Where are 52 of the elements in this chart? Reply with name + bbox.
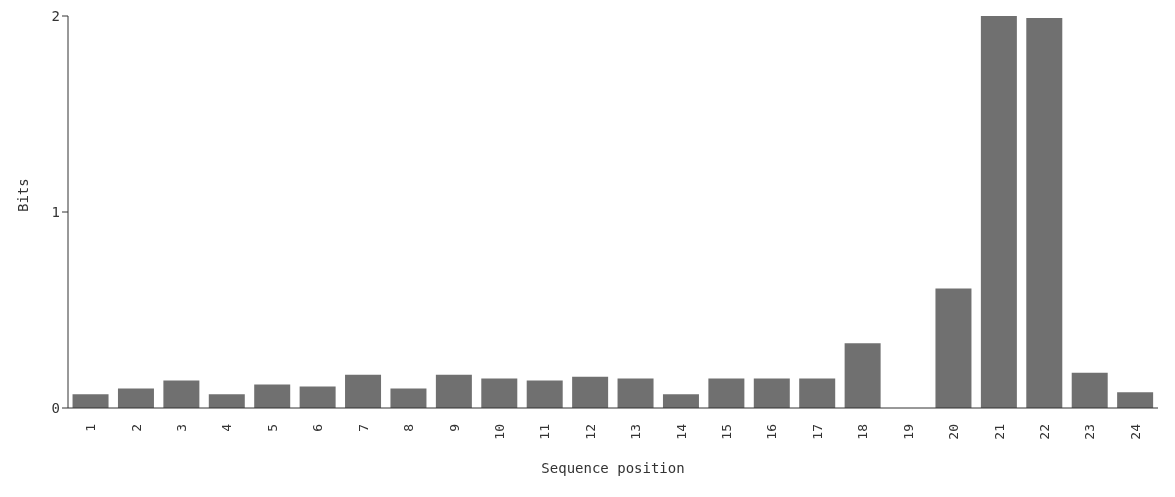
bar bbox=[390, 388, 427, 408]
bar bbox=[844, 343, 881, 408]
x-tick-label: 21 bbox=[991, 424, 1007, 440]
x-tick-label: 14 bbox=[673, 423, 689, 440]
x-tick-label: 1 bbox=[83, 424, 99, 432]
bar bbox=[572, 376, 609, 408]
x-tick-label: 24 bbox=[1127, 423, 1143, 440]
x-tick-label: 5 bbox=[264, 424, 280, 432]
bar bbox=[1026, 17, 1063, 408]
x-tick-label: 7 bbox=[355, 424, 371, 432]
bar bbox=[617, 378, 654, 408]
x-tick-label: 2 bbox=[128, 424, 144, 432]
bar bbox=[208, 394, 245, 408]
bar bbox=[980, 16, 1017, 408]
x-tick-label: 23 bbox=[1082, 424, 1098, 440]
bar bbox=[708, 378, 745, 408]
bar bbox=[935, 288, 972, 408]
bar bbox=[345, 374, 382, 408]
x-tick-label: 4 bbox=[219, 423, 235, 432]
x-tick-label: 6 bbox=[310, 424, 326, 432]
bar bbox=[481, 378, 518, 408]
x-tick-label: 15 bbox=[719, 424, 735, 440]
x-tick-label: 11 bbox=[537, 424, 553, 440]
y-tick-label: 1 bbox=[51, 203, 60, 220]
x-tick-label: 9 bbox=[446, 424, 462, 432]
x-tick-label: 3 bbox=[174, 424, 190, 432]
x-axis-title: Sequence position bbox=[541, 460, 685, 476]
x-tick-label: 10 bbox=[491, 424, 507, 440]
bar bbox=[72, 394, 109, 408]
y-axis-title: Bits bbox=[14, 178, 31, 212]
x-tick-label: 13 bbox=[628, 424, 644, 440]
bar bbox=[299, 386, 336, 408]
x-tick-label: 19 bbox=[900, 424, 916, 440]
bar bbox=[435, 374, 472, 408]
bar bbox=[1117, 392, 1154, 408]
x-tick-label: 22 bbox=[1036, 424, 1052, 440]
bar bbox=[163, 380, 200, 408]
x-tick-label: 18 bbox=[855, 424, 871, 440]
bar bbox=[1071, 372, 1108, 408]
bar bbox=[117, 388, 154, 408]
y-tick-label: 0 bbox=[51, 399, 60, 416]
x-tick-label: 20 bbox=[946, 424, 962, 440]
bar bbox=[753, 378, 790, 408]
bar bbox=[662, 394, 699, 408]
bar bbox=[254, 384, 291, 408]
bar bbox=[526, 380, 563, 408]
x-tick-label: 17 bbox=[809, 424, 825, 440]
x-tick-label: 16 bbox=[764, 424, 780, 440]
y-tick-label: 2 bbox=[51, 7, 60, 24]
x-tick-label: 12 bbox=[582, 424, 598, 440]
bar bbox=[799, 378, 836, 408]
x-tick-label: 8 bbox=[401, 424, 417, 432]
